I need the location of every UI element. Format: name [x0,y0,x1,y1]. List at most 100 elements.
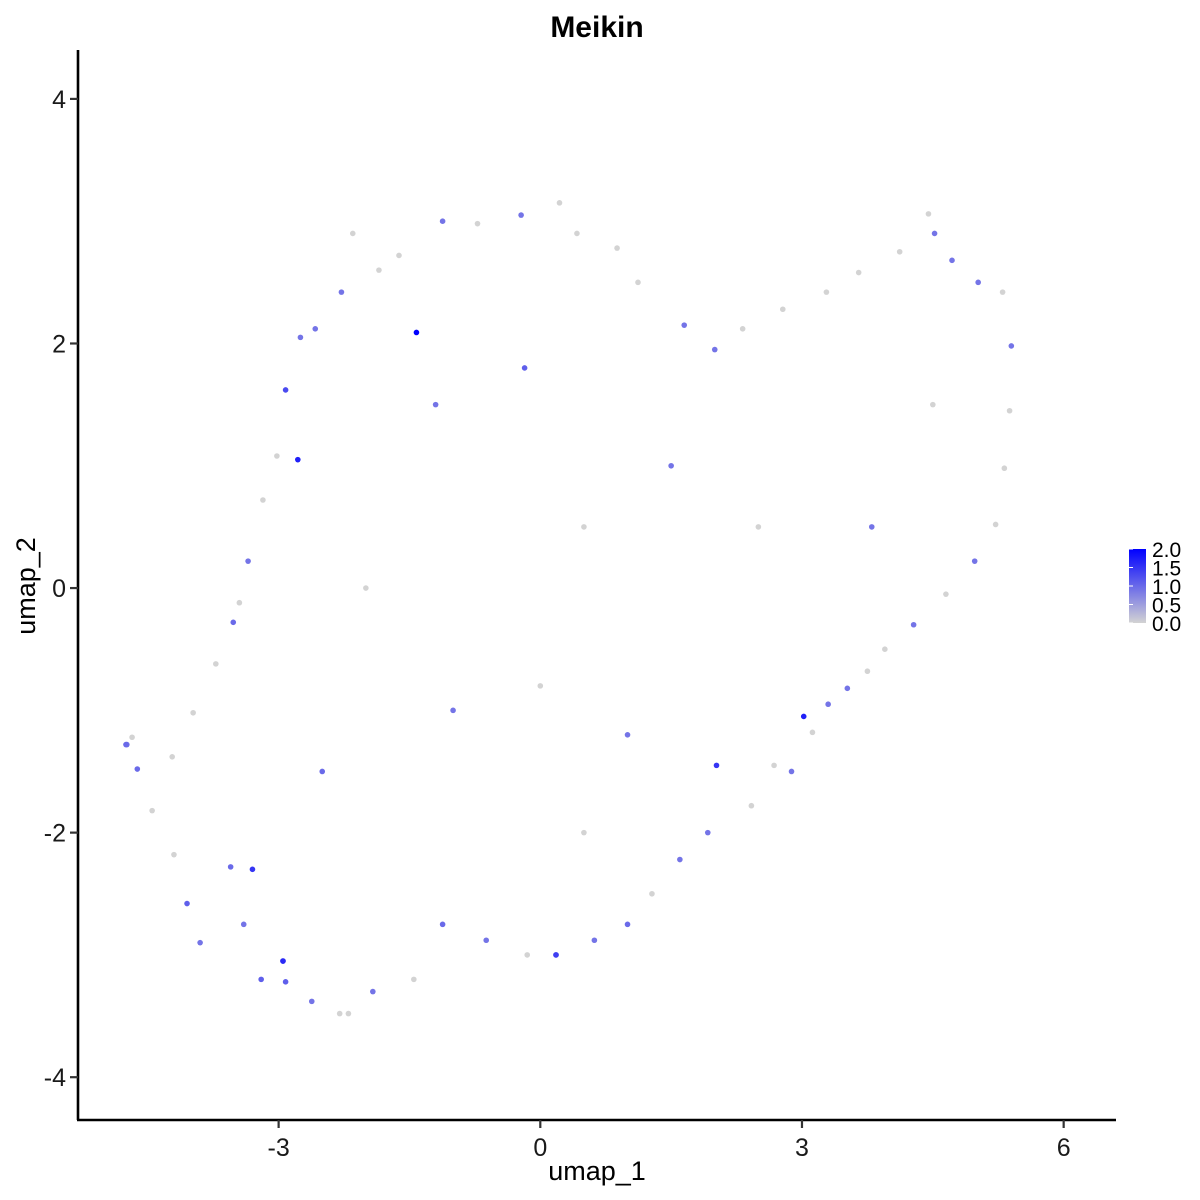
data-point [439,218,446,224]
data-point [855,269,862,276]
data-point [553,952,559,958]
data-point [432,401,439,408]
data-point [336,1010,343,1017]
data-point [249,866,256,873]
data-point [809,729,816,736]
x-tick-label: 3 [795,1134,809,1162]
data-point [681,322,688,328]
data-point [614,245,620,251]
x-tick-label: 0 [533,1134,547,1162]
data-point [704,829,711,836]
data-point [411,976,417,983]
data-point [345,1010,352,1017]
color-legend-label: 1.5 [1152,558,1181,581]
data-point [363,585,369,591]
data-point [282,387,289,393]
data-point [556,200,563,206]
data-point [624,921,631,928]
data-point [518,212,524,218]
data-point [376,267,382,273]
data-point [129,734,135,741]
data-point [882,646,888,652]
data-point [184,900,190,907]
data-point [779,306,786,313]
data-point [925,211,932,217]
y-axis-ticks: -4 -2 0 2 4 [44,86,78,1092]
data-point [308,998,315,1005]
data-point [788,768,795,775]
data-point [771,762,777,769]
data-point [236,599,243,606]
data-point [896,248,903,255]
data-point [825,701,831,708]
data-point [591,937,598,944]
data-point [800,713,807,720]
data-point [439,921,446,928]
color-legend-label: 1.0 [1152,576,1181,599]
data-point [943,591,949,597]
data-point [483,937,490,944]
data-point [295,456,301,463]
data-point [755,524,762,530]
color-legend-label: 0.5 [1152,595,1181,618]
data-point [999,289,1006,295]
data-point [312,326,319,332]
data-point [677,856,683,863]
data-point [169,754,176,760]
data-point [524,952,531,958]
data-point [521,365,528,371]
data-point [134,766,141,772]
data-point [971,558,978,564]
data-point [230,619,237,626]
data-point [910,621,917,628]
data-point [450,707,456,714]
data-point [149,807,155,814]
data-point [213,661,219,667]
data-point [949,257,955,264]
data-point [739,326,746,332]
data-point [649,890,655,897]
data-point [258,976,264,983]
y-tick-label: 2 [52,330,66,358]
data-point [240,921,247,928]
y-tick-label: 4 [52,86,66,114]
data-point [370,988,376,995]
data-point [413,329,420,336]
x-axis-title: umap_1 [548,1156,646,1186]
x-tick-label: 6 [1057,1134,1071,1162]
data-point [190,709,196,716]
data-point [711,346,718,353]
data-point [864,668,871,675]
data-point [624,732,631,738]
data-point [338,289,345,295]
color-legend-bar [1129,549,1146,623]
data-point [280,958,286,964]
y-tick-label: -2 [44,820,66,848]
data-point [260,497,266,503]
data-point [1008,343,1015,349]
data-point [245,558,251,564]
data-point [868,524,875,530]
color-legend-label: 2.0 [1152,539,1181,562]
data-point [713,762,720,769]
data-point [931,230,938,237]
data-point [844,685,851,692]
data-point [1006,407,1013,414]
color-legend-label: 0.0 [1152,613,1181,636]
data-point [930,401,936,408]
y-tick-label: -4 [44,1064,66,1092]
data-points [123,200,1015,1017]
data-point [668,462,674,469]
data-point [274,453,280,459]
data-point [581,829,587,836]
data-point [635,279,641,286]
data-point [396,252,402,259]
data-point [349,230,356,237]
data-point [197,939,203,946]
data-point [123,741,129,748]
data-point [574,230,580,237]
y-tick-label: 0 [52,575,66,603]
color-legend: 2.01.51.00.50.0 [1129,539,1181,636]
data-point [297,334,304,341]
